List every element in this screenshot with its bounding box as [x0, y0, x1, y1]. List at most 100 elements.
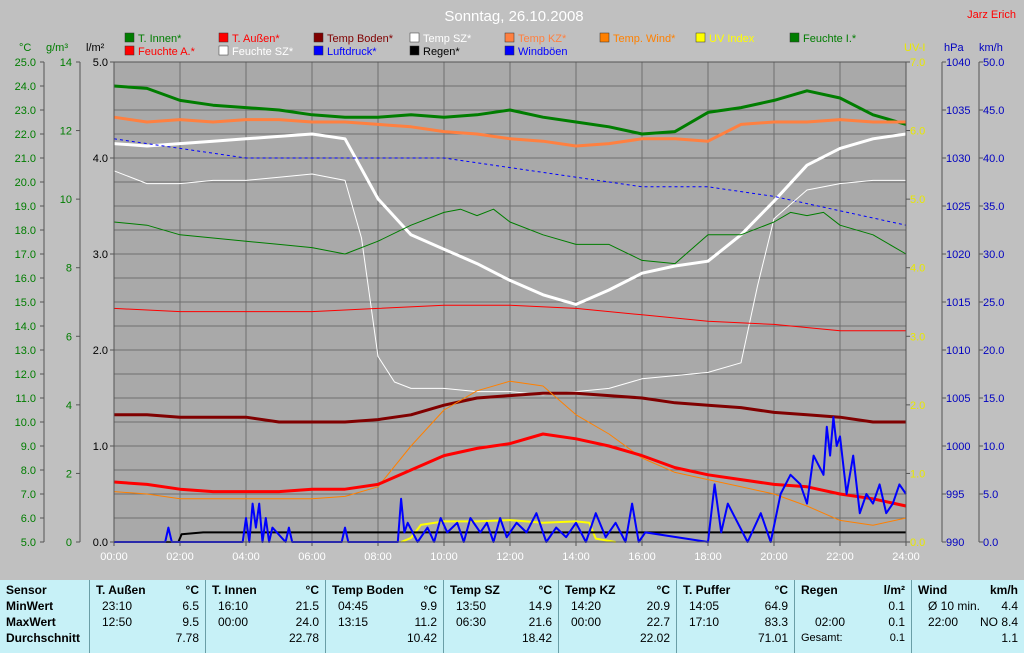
axis-tick-label: 9.0 — [21, 441, 36, 453]
min-value: 21.5 — [295, 599, 319, 613]
wind-max-value: NO 8.4 — [979, 615, 1018, 629]
stats-column-regen: Regen l/m² 0.1 02:00 0.1 Gesamt: 0.1 — [795, 580, 912, 653]
axis-tick-label: 13.0 — [15, 345, 36, 357]
legend-swatch — [599, 32, 610, 43]
max-value: 9.5 — [182, 615, 199, 629]
x-axis-tick-label: 10:00 — [430, 551, 458, 563]
legend-label: Temp SZ* — [423, 33, 472, 45]
axis-tick-label: 45.0 — [983, 105, 1004, 117]
axis-tick-label: 990 — [946, 537, 964, 549]
axis-tick-label: 25.0 — [983, 297, 1004, 309]
rain-title: Regen — [801, 583, 838, 597]
axis-tick-label: 12 — [60, 126, 72, 138]
min-value: 9.9 — [420, 599, 437, 613]
legend-swatch — [218, 32, 229, 43]
legend-swatch — [218, 45, 229, 56]
series-line — [113, 115, 906, 148]
series-line — [113, 304, 906, 332]
axis-tick-label: 7.0 — [21, 489, 36, 501]
x-axis-tick-label: 12:00 — [496, 551, 524, 563]
axis-tick-label: 1000 — [946, 441, 970, 453]
max-time: 06:30 — [456, 615, 487, 629]
max-time: 12:50 — [102, 615, 133, 629]
sensor-unit: °C — [305, 583, 319, 597]
avg-value: 71.01 — [757, 631, 788, 645]
sensor-unit: °C — [538, 583, 552, 597]
unit-press: hPa — [944, 42, 964, 54]
axis-tick-label: 2.0 — [910, 400, 925, 412]
axis-tick-label: 30.0 — [983, 249, 1004, 261]
legend-label: Feuchte I.* — [803, 33, 857, 45]
series-line — [113, 208, 907, 265]
axis-tick-label: 1025 — [946, 201, 970, 213]
weather-chart: Sonntag, 26.10.2008 Jarz Erich T. Innen*… — [15, 8, 1016, 563]
min-value: 20.9 — [646, 599, 670, 613]
legend-swatch — [313, 32, 324, 43]
max-value: 21.6 — [528, 615, 552, 629]
stats-column-wind: Wind km/h Ø 10 min. 4.4 22:00 NO 8.4 1.1 — [912, 580, 1024, 653]
sensor-unit: °C — [774, 583, 788, 597]
axis-tick-label: 50.0 — [983, 57, 1004, 69]
min-value: 6.5 — [182, 599, 199, 613]
axis-tick-label: 1040 — [946, 57, 970, 69]
axis-tick-label: 17.0 — [15, 249, 36, 261]
legend-label: Windböen — [518, 46, 568, 58]
label-sensor: Sensor — [6, 583, 47, 597]
min-time: 16:10 — [218, 599, 249, 613]
x-axis-tick-label: 08:00 — [364, 551, 392, 563]
stats-column-temp-boden: Temp Boden °C 04:45 9.9 13:15 11.2 10.42 — [326, 580, 444, 653]
unit-wind: km/h — [979, 42, 1003, 54]
stats-panel: Sensor MinWert MaxWert Durchschnitt T. A… — [0, 580, 1024, 653]
series-line — [114, 391, 906, 424]
min-time: 23:10 — [102, 599, 133, 613]
min-value: 64.9 — [764, 599, 788, 613]
unit-hum: g/m³ — [46, 42, 68, 54]
min-time: 14:20 — [571, 599, 602, 613]
max-time: 17:10 — [689, 615, 720, 629]
legend-label: Temp KZ* — [518, 33, 567, 45]
unit-uv: UV-I — [904, 42, 925, 54]
axis-tick-label: 14 — [60, 57, 72, 69]
axis-tick-label: 15.0 — [15, 297, 36, 309]
legend-label: T. Innen* — [138, 33, 182, 45]
wind-unit: km/h — [989, 583, 1018, 597]
axis-tick-label: 1005 — [946, 393, 970, 405]
stats-column-temp-kz: Temp KZ °C 14:20 20.9 00:00 22.7 22.02 — [559, 580, 677, 653]
series-line — [113, 380, 907, 526]
axis-tick-label: 25.0 — [15, 57, 36, 69]
legend-swatch — [789, 32, 800, 43]
axis-tick-label: 20.0 — [15, 177, 36, 189]
avg-value: 10.42 — [406, 631, 437, 645]
sensor-unit: °C — [656, 583, 670, 597]
legend-swatch — [124, 32, 135, 43]
axis-tick-label: 15.0 — [983, 393, 1004, 405]
legend-swatch — [504, 32, 515, 43]
stats-column-t-puffer: T. Puffer °C 14:05 64.9 17:10 83.3 71.01 — [677, 580, 795, 653]
axis-tick-label: 2.0 — [93, 345, 108, 357]
axis-tick-label: 0.0 — [93, 537, 108, 549]
axis-tick-label: 1.0 — [910, 468, 925, 480]
rain-total-label: Gesamt: — [801, 632, 843, 644]
axis-tick-label: 16.0 — [15, 273, 36, 285]
x-axis-tick-label: 18:00 — [694, 551, 722, 563]
max-time: 00:00 — [571, 615, 602, 629]
axis-tick-label: 10.0 — [983, 441, 1004, 453]
x-axis-tick-label: 22:00 — [826, 551, 854, 563]
axis-tick-label: 0.0 — [910, 537, 925, 549]
sensor-name: Temp KZ — [565, 583, 616, 597]
axis-tick-label: 10.0 — [15, 417, 36, 429]
axis-tick-label: 1020 — [946, 249, 970, 261]
legend-swatch — [504, 45, 515, 56]
unit-rain: l/m² — [86, 42, 105, 54]
axis-tick-label: 21.0 — [15, 153, 36, 165]
series-line — [113, 84, 907, 136]
x-axis-tick-label: 06:00 — [298, 551, 326, 563]
axis-tick-label: 1010 — [946, 345, 970, 357]
axis-tick-label: 5.0 — [983, 489, 998, 501]
avg-value: 22.02 — [639, 631, 670, 645]
axis-tick-label: 12.0 — [15, 369, 36, 381]
wind-value-3: 1.1 — [1001, 631, 1018, 645]
legend-swatch — [124, 45, 135, 56]
min-time: 13:50 — [456, 599, 487, 613]
axis-tick-label: 11.0 — [15, 393, 36, 405]
